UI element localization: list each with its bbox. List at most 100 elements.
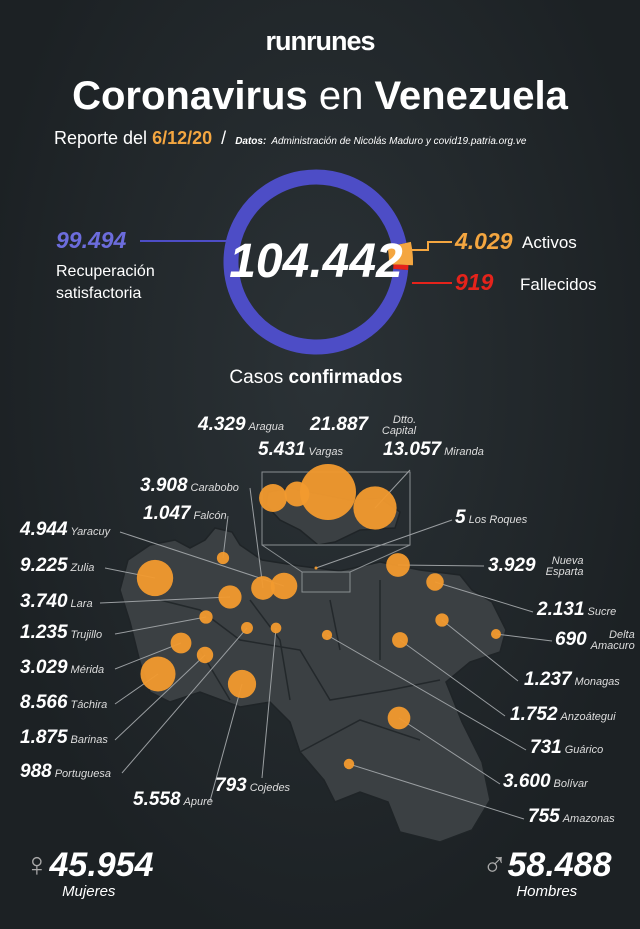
bubble	[227, 669, 257, 699]
state-label: 13.057 Miranda	[383, 440, 484, 459]
source: Administración de Nicolás Maduro y covid…	[271, 136, 527, 147]
bubble	[270, 622, 282, 634]
gender-symbol: ♀	[24, 846, 50, 884]
state-name: Monagas	[574, 676, 620, 688]
state-value: 755	[528, 806, 560, 827]
gender-name: Mujeres	[62, 883, 116, 900]
map-shape	[119, 527, 507, 843]
title-part: en	[318, 74, 364, 118]
state-label: 9.225 Zulia	[20, 556, 94, 575]
state-label: 2.131 Sucre	[537, 600, 616, 619]
state-name: Apure	[183, 796, 213, 808]
state-label: 1.047 Falcón	[143, 504, 227, 523]
state-value: 5	[455, 507, 466, 528]
state-value: 3.908	[140, 475, 188, 496]
state-label: 731 Guárico	[530, 738, 603, 757]
gender-name: Hombres	[516, 883, 578, 900]
total-cases: 104.442	[229, 235, 403, 288]
state-name: Barinas	[70, 734, 108, 746]
state-label: 1.875 Barinas	[20, 728, 108, 747]
leader-line	[222, 515, 229, 559]
active-name: Activos	[522, 233, 577, 252]
state-name: Táchira	[70, 699, 108, 711]
leader-line	[441, 619, 519, 682]
leader-line	[495, 633, 553, 642]
state-value: 690	[555, 629, 587, 650]
state-name: Miranda	[444, 446, 484, 458]
state-value: 5.431	[258, 439, 306, 460]
state-label: 21.887 Dtto. Capital	[310, 415, 416, 437]
state-name: Nueva Esparta	[545, 555, 584, 578]
bubble	[136, 559, 174, 597]
gender-block: ♂58.488 Hombres	[482, 848, 612, 899]
state-name: Portuguesa	[54, 768, 111, 780]
state-value: 3.600	[503, 771, 551, 792]
state-name: Falcón	[193, 510, 227, 522]
donut-segment	[223, 169, 409, 355]
leaders	[99, 469, 553, 820]
separator: /	[221, 128, 227, 148]
state-label: 8.566 Táchira	[20, 693, 107, 712]
state-label: 1.235 Trujillo	[20, 623, 102, 642]
leader-line	[434, 581, 534, 613]
state-name: Guárico	[564, 744, 604, 756]
state-name: Cojedes	[249, 782, 291, 794]
state-value: 5.558	[133, 789, 181, 810]
state-name: Dtto. Capital	[381, 414, 417, 437]
state-name: Trujillo	[70, 629, 103, 641]
leader-line	[121, 627, 248, 774]
bubble	[386, 553, 410, 577]
state-label: 3.929 Nueva Esparta	[488, 556, 584, 578]
brand: runrunes	[265, 26, 375, 56]
bubble	[259, 484, 287, 512]
recovered-name: Recuperación satisfactoria	[56, 263, 155, 303]
state-name: Anzoátegui	[560, 711, 616, 723]
leader-line	[398, 717, 501, 785]
bubble	[216, 551, 230, 565]
state-value: 1.752	[510, 704, 558, 725]
state-name: Bolívar	[553, 778, 588, 790]
bubble	[270, 572, 298, 600]
state-value: 988	[20, 761, 52, 782]
deaths-value: 919	[455, 269, 494, 295]
donut	[223, 169, 413, 355]
state-value: 1.237	[524, 669, 572, 690]
source-label: Datos:	[235, 136, 267, 147]
state-label: 3.029 Mérida	[20, 658, 104, 677]
gender-value: 58.488	[507, 846, 612, 884]
bubble	[392, 632, 408, 648]
title-part: Venezuela	[374, 74, 568, 118]
zoom-line	[261, 544, 303, 573]
report-text: Reporte del	[54, 128, 148, 148]
state-label: 3.740 Lara	[20, 592, 93, 611]
title-part: Coronavirus	[72, 74, 308, 118]
bubbles	[136, 464, 501, 770]
state-name: Vargas	[308, 446, 343, 458]
state-label: 1.237 Monagas	[524, 670, 620, 689]
leader-line	[114, 654, 206, 741]
state-label: 3.908 Carabobo	[140, 476, 239, 495]
caption: Casos	[229, 367, 284, 388]
bubble	[140, 656, 176, 692]
state-value: 2.131	[537, 599, 585, 620]
leader-line	[261, 627, 277, 779]
bubble	[491, 629, 501, 639]
bubble	[387, 706, 411, 730]
bubble	[343, 758, 355, 770]
state-name: Lara	[70, 598, 93, 610]
state-label: 4.329 Aragua	[198, 415, 284, 434]
leader-line	[119, 531, 285, 587]
state-value: 1.235	[20, 622, 68, 643]
deaths-name: Fallecidos	[520, 275, 597, 294]
state-value: 793	[215, 775, 247, 796]
state-label: 5.431 Vargas	[258, 440, 343, 459]
state-label: 1.752 Anzoátegui	[510, 705, 616, 724]
bubble	[314, 566, 318, 570]
leader-line	[209, 683, 243, 802]
leader-line	[348, 763, 525, 820]
state-name: Carabobo	[190, 482, 239, 494]
bubble	[196, 646, 214, 664]
zoom-line	[349, 544, 411, 573]
leader-line	[326, 634, 527, 751]
